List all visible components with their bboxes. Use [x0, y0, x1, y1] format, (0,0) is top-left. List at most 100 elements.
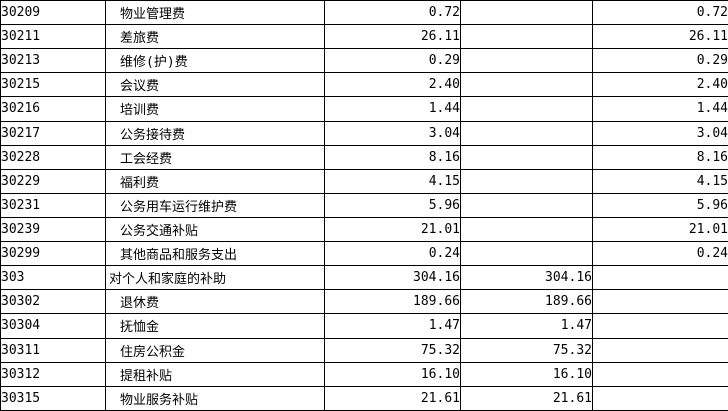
code-cell: 30239: [0, 216, 106, 243]
value-col3-cell: 0.72: [592, 0, 728, 26]
value-col2-cell: [460, 96, 593, 122]
value-col1-cell: 1.44: [324, 96, 461, 122]
code-cell: 30213: [0, 48, 106, 74]
value-col3-cell: 4.15: [592, 168, 728, 194]
value-col2-cell: 75.32: [460, 337, 593, 363]
value-col2-cell: 304.16: [460, 265, 593, 291]
value-col1-cell: 2.40: [324, 72, 461, 98]
value-col2-cell: [460, 120, 593, 146]
value-col2-cell: [460, 0, 593, 26]
table-row: 30216 培训费 1.44 1.44: [0, 96, 728, 122]
code-cell: 30228: [0, 144, 106, 170]
value-col1-cell: 189.66: [324, 289, 461, 315]
table-row: 30302 退休费 189.66 189.66: [0, 289, 728, 315]
table-row: 30209 物业管理费 0.72 0.72: [0, 0, 728, 26]
table-row: 30211 差旅费 26.11 26.11: [0, 24, 728, 50]
category-name-cell: 物业管理费: [105, 0, 325, 26]
category-name-cell: 物业服务补贴: [105, 385, 325, 411]
code-cell: 30311: [0, 337, 106, 363]
value-col1-cell: 5.96: [324, 192, 461, 218]
value-col2-cell: 21.61: [460, 385, 593, 411]
category-name-cell: 福利费: [105, 168, 325, 194]
category-name-cell: 抚恤金: [105, 313, 325, 339]
value-col3-cell: 3.04: [592, 120, 728, 146]
code-cell: 30304: [0, 313, 106, 339]
value-col1-cell: 21.61: [324, 385, 461, 411]
table-row: 30239 公务交通补贴 21.01 21.01: [0, 216, 728, 243]
category-name-cell: 其他商品和服务支出: [105, 241, 325, 267]
value-col1-cell: 8.16: [324, 144, 461, 170]
code-cell: 30209: [0, 0, 106, 26]
value-col3-cell: [592, 361, 728, 387]
value-col3-cell: 2.40: [592, 72, 728, 98]
value-col1-cell: 1.47: [324, 313, 461, 339]
value-col3-cell: [592, 313, 728, 339]
value-col3-cell: 5.96: [592, 192, 728, 218]
table-row: 303 对个人和家庭的补助 304.16 304.16: [0, 265, 728, 291]
value-col2-cell: [460, 192, 593, 218]
table-row: 30215 会议费 2.40 2.40: [0, 72, 728, 98]
code-cell: 30229: [0, 168, 106, 194]
value-col3-cell: [592, 265, 728, 291]
value-col2-cell: 16.10: [460, 361, 593, 387]
table-row: 30228 工会经费 8.16 8.16: [0, 144, 728, 170]
value-col3-cell: 1.44: [592, 96, 728, 122]
code-cell: 303: [0, 265, 106, 291]
code-cell: 30216: [0, 96, 106, 122]
category-name-cell: 维修(护)费: [105, 48, 325, 74]
table-row: 30311 住房公积金 75.32 75.32: [0, 337, 728, 363]
table-row: 30312 提租补贴 16.10 16.10: [0, 361, 728, 387]
value-col3-cell: 21.01: [592, 216, 728, 243]
category-name-cell: 对个人和家庭的补助: [105, 265, 325, 291]
value-col3-cell: 0.29: [592, 48, 728, 74]
category-name-cell: 差旅费: [105, 24, 325, 50]
code-cell: 30215: [0, 72, 106, 98]
table-row: 30231 公务用车运行维护费 5.96 5.96: [0, 192, 728, 218]
value-col2-cell: 189.66: [460, 289, 593, 315]
category-name-cell: 公务接待费: [105, 120, 325, 146]
value-col1-cell: 0.29: [324, 48, 461, 74]
code-cell: 30315: [0, 385, 106, 411]
category-name-cell: 退休费: [105, 289, 325, 315]
value-col2-cell: [460, 24, 593, 50]
value-col2-cell: [460, 216, 593, 243]
value-col1-cell: 0.72: [324, 0, 461, 26]
category-name-cell: 会议费: [105, 72, 325, 98]
category-name-cell: 公务用车运行维护费: [105, 192, 325, 218]
value-col3-cell: 8.16: [592, 144, 728, 170]
code-cell: 30302: [0, 289, 106, 315]
value-col2-cell: [460, 144, 593, 170]
code-cell: 30231: [0, 192, 106, 218]
code-cell: 30312: [0, 361, 106, 387]
value-col2-cell: 1.47: [460, 313, 593, 339]
category-name-cell: 提租补贴: [105, 361, 325, 387]
value-col2-cell: [460, 48, 593, 74]
category-name-cell: 培训费: [105, 96, 325, 122]
table-row: 30229 福利费 4.15 4.15: [0, 168, 728, 194]
value-col3-cell: 0.24: [592, 241, 728, 267]
category-name-cell: 公务交通补贴: [105, 216, 325, 243]
value-col1-cell: 0.24: [324, 241, 461, 267]
value-col3-cell: [592, 289, 728, 315]
code-cell: 30299: [0, 241, 106, 267]
value-col3-cell: 26.11: [592, 24, 728, 50]
table-row: 30217 公务接待费 3.04 3.04: [0, 120, 728, 146]
value-col1-cell: 3.04: [324, 120, 461, 146]
value-col1-cell: 75.32: [324, 337, 461, 363]
value-col1-cell: 26.11: [324, 24, 461, 50]
code-cell: 30217: [0, 120, 106, 146]
value-col1-cell: 4.15: [324, 168, 461, 194]
value-col3-cell: [592, 337, 728, 363]
table-row: 30213 维修(护)费 0.29 0.29: [0, 48, 728, 74]
value-col2-cell: [460, 241, 593, 267]
category-name-cell: 住房公积金: [105, 337, 325, 363]
category-name-cell: 工会经费: [105, 144, 325, 170]
value-col1-cell: 21.01: [324, 216, 461, 243]
table-row: 30315 物业服务补贴 21.61 21.61: [0, 385, 728, 411]
value-col3-cell: [592, 385, 728, 411]
value-col2-cell: [460, 72, 593, 98]
value-col2-cell: [460, 168, 593, 194]
